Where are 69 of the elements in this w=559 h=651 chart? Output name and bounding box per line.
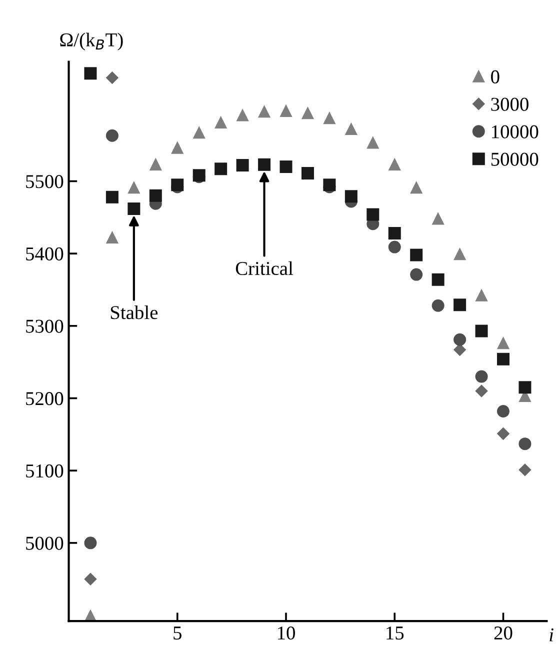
y-tick-label: 5300 <box>26 320 64 333</box>
point <box>388 240 401 254</box>
point <box>171 142 184 154</box>
point <box>410 182 422 194</box>
point <box>106 72 118 84</box>
y-tick-label: 5000 <box>26 536 64 550</box>
point <box>84 67 97 80</box>
point <box>258 158 271 171</box>
point <box>410 268 423 281</box>
point <box>475 324 488 338</box>
y-tick-label: 5200 <box>26 392 64 406</box>
point <box>344 190 358 203</box>
annotation: Stable <box>110 305 158 320</box>
point <box>106 232 118 244</box>
point <box>518 464 532 476</box>
y-tick-label: 5400 <box>26 247 64 260</box>
point <box>106 129 118 142</box>
point <box>150 158 162 170</box>
point <box>236 109 248 122</box>
point <box>454 298 466 312</box>
point <box>84 573 97 586</box>
legend-label: 50000 <box>491 152 538 166</box>
point <box>149 189 162 202</box>
y-tick-label: 5100 <box>26 464 64 478</box>
point <box>258 106 270 118</box>
point <box>410 248 423 262</box>
legend-label: 0 <box>491 70 500 84</box>
point <box>497 405 510 418</box>
point <box>106 190 118 204</box>
x-axis-title: i <box>550 628 554 642</box>
point <box>497 428 510 440</box>
point <box>518 381 532 394</box>
point <box>475 370 488 383</box>
point <box>301 167 314 180</box>
point <box>280 160 292 173</box>
point <box>454 333 466 346</box>
point <box>214 116 227 129</box>
point <box>128 182 140 194</box>
point <box>476 290 488 302</box>
point <box>518 438 532 450</box>
x-tick-label: 5 <box>174 626 182 640</box>
point <box>128 202 140 215</box>
point <box>388 227 401 240</box>
x-tick-label: 20 <box>494 626 512 640</box>
y-tick-label: 5500 <box>26 175 64 188</box>
point <box>432 299 444 312</box>
point <box>84 536 97 550</box>
point <box>497 337 510 350</box>
annotation: Critical <box>236 261 294 276</box>
point <box>388 158 401 170</box>
legend-label: 3000 <box>491 98 528 111</box>
point <box>193 126 206 139</box>
point <box>366 208 380 221</box>
point <box>280 105 292 117</box>
point <box>454 248 466 260</box>
legend-label: 10000 <box>492 125 538 138</box>
x-tick-label: 15 <box>386 626 404 640</box>
point <box>236 159 249 172</box>
y-axis-title: Ω/(k$_{B}$T) <box>60 32 123 50</box>
point <box>214 162 228 176</box>
point <box>432 273 444 286</box>
point <box>367 136 379 149</box>
point <box>302 107 314 120</box>
point <box>432 212 444 225</box>
point <box>345 123 358 136</box>
point <box>475 384 488 398</box>
point <box>324 112 336 124</box>
point <box>497 352 510 366</box>
x-tick-label: 10 <box>278 626 295 640</box>
